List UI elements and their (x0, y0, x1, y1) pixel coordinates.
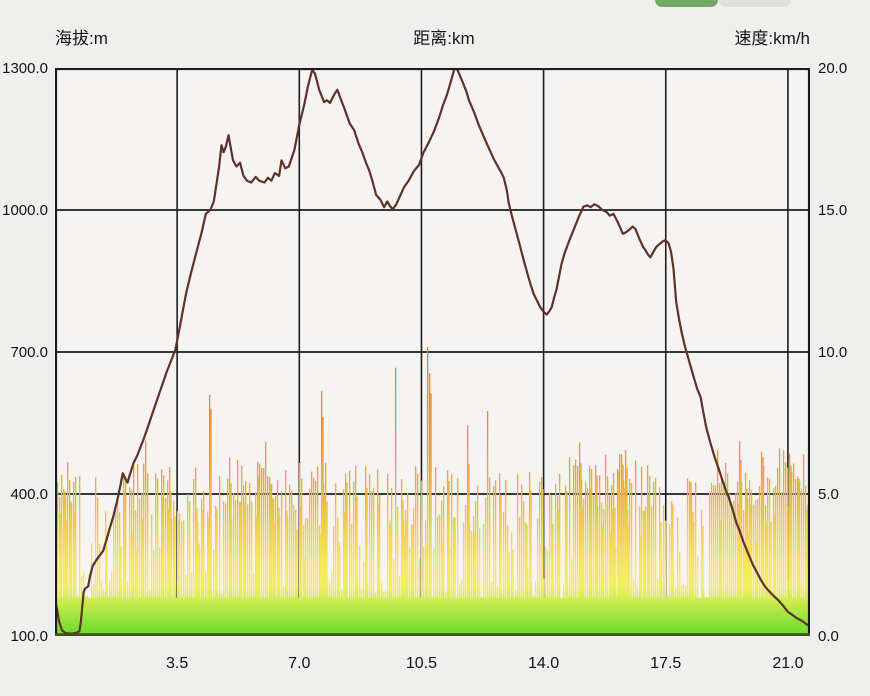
x-tick-label: 14.0 (528, 655, 560, 672)
elevation-axis-title: 海拔:m (55, 29, 108, 48)
top-green-button[interactable] (655, 0, 718, 7)
y-right-tick-label: 5.0 (818, 485, 839, 503)
top-gray-button[interactable] (719, 0, 791, 7)
y-left-tick-label: 700.0 (10, 343, 48, 361)
y-right-tick-label: 0.0 (818, 627, 839, 645)
speed-axis-title: 速度:km/h (734, 29, 810, 48)
x-tick-label: 17.5 (650, 655, 682, 672)
y-left-tick-label: 1000.0 (2, 201, 48, 219)
y-left-tick-label: 100.0 (10, 627, 48, 645)
x-tick-label: 7.0 (288, 655, 311, 672)
y-right-tick-label: 10.0 (818, 343, 848, 361)
y-right-tick-label: 20.0 (818, 59, 848, 77)
x-tick-label: 3.5 (166, 655, 189, 672)
distance-axis-title: 距离:km (413, 29, 475, 48)
track-profile-chart (55, 68, 810, 636)
y-right-tick-label: 15.0 (818, 201, 848, 219)
elevation-line-series (55, 68, 810, 635)
plot-area[interactable] (55, 68, 810, 636)
y-left-tick-label: 400.0 (10, 485, 48, 503)
x-tick-label: 21.0 (772, 655, 804, 672)
x-tick-label: 10.5 (405, 655, 438, 672)
y-left-tick-label: 1300.0 (2, 59, 48, 77)
